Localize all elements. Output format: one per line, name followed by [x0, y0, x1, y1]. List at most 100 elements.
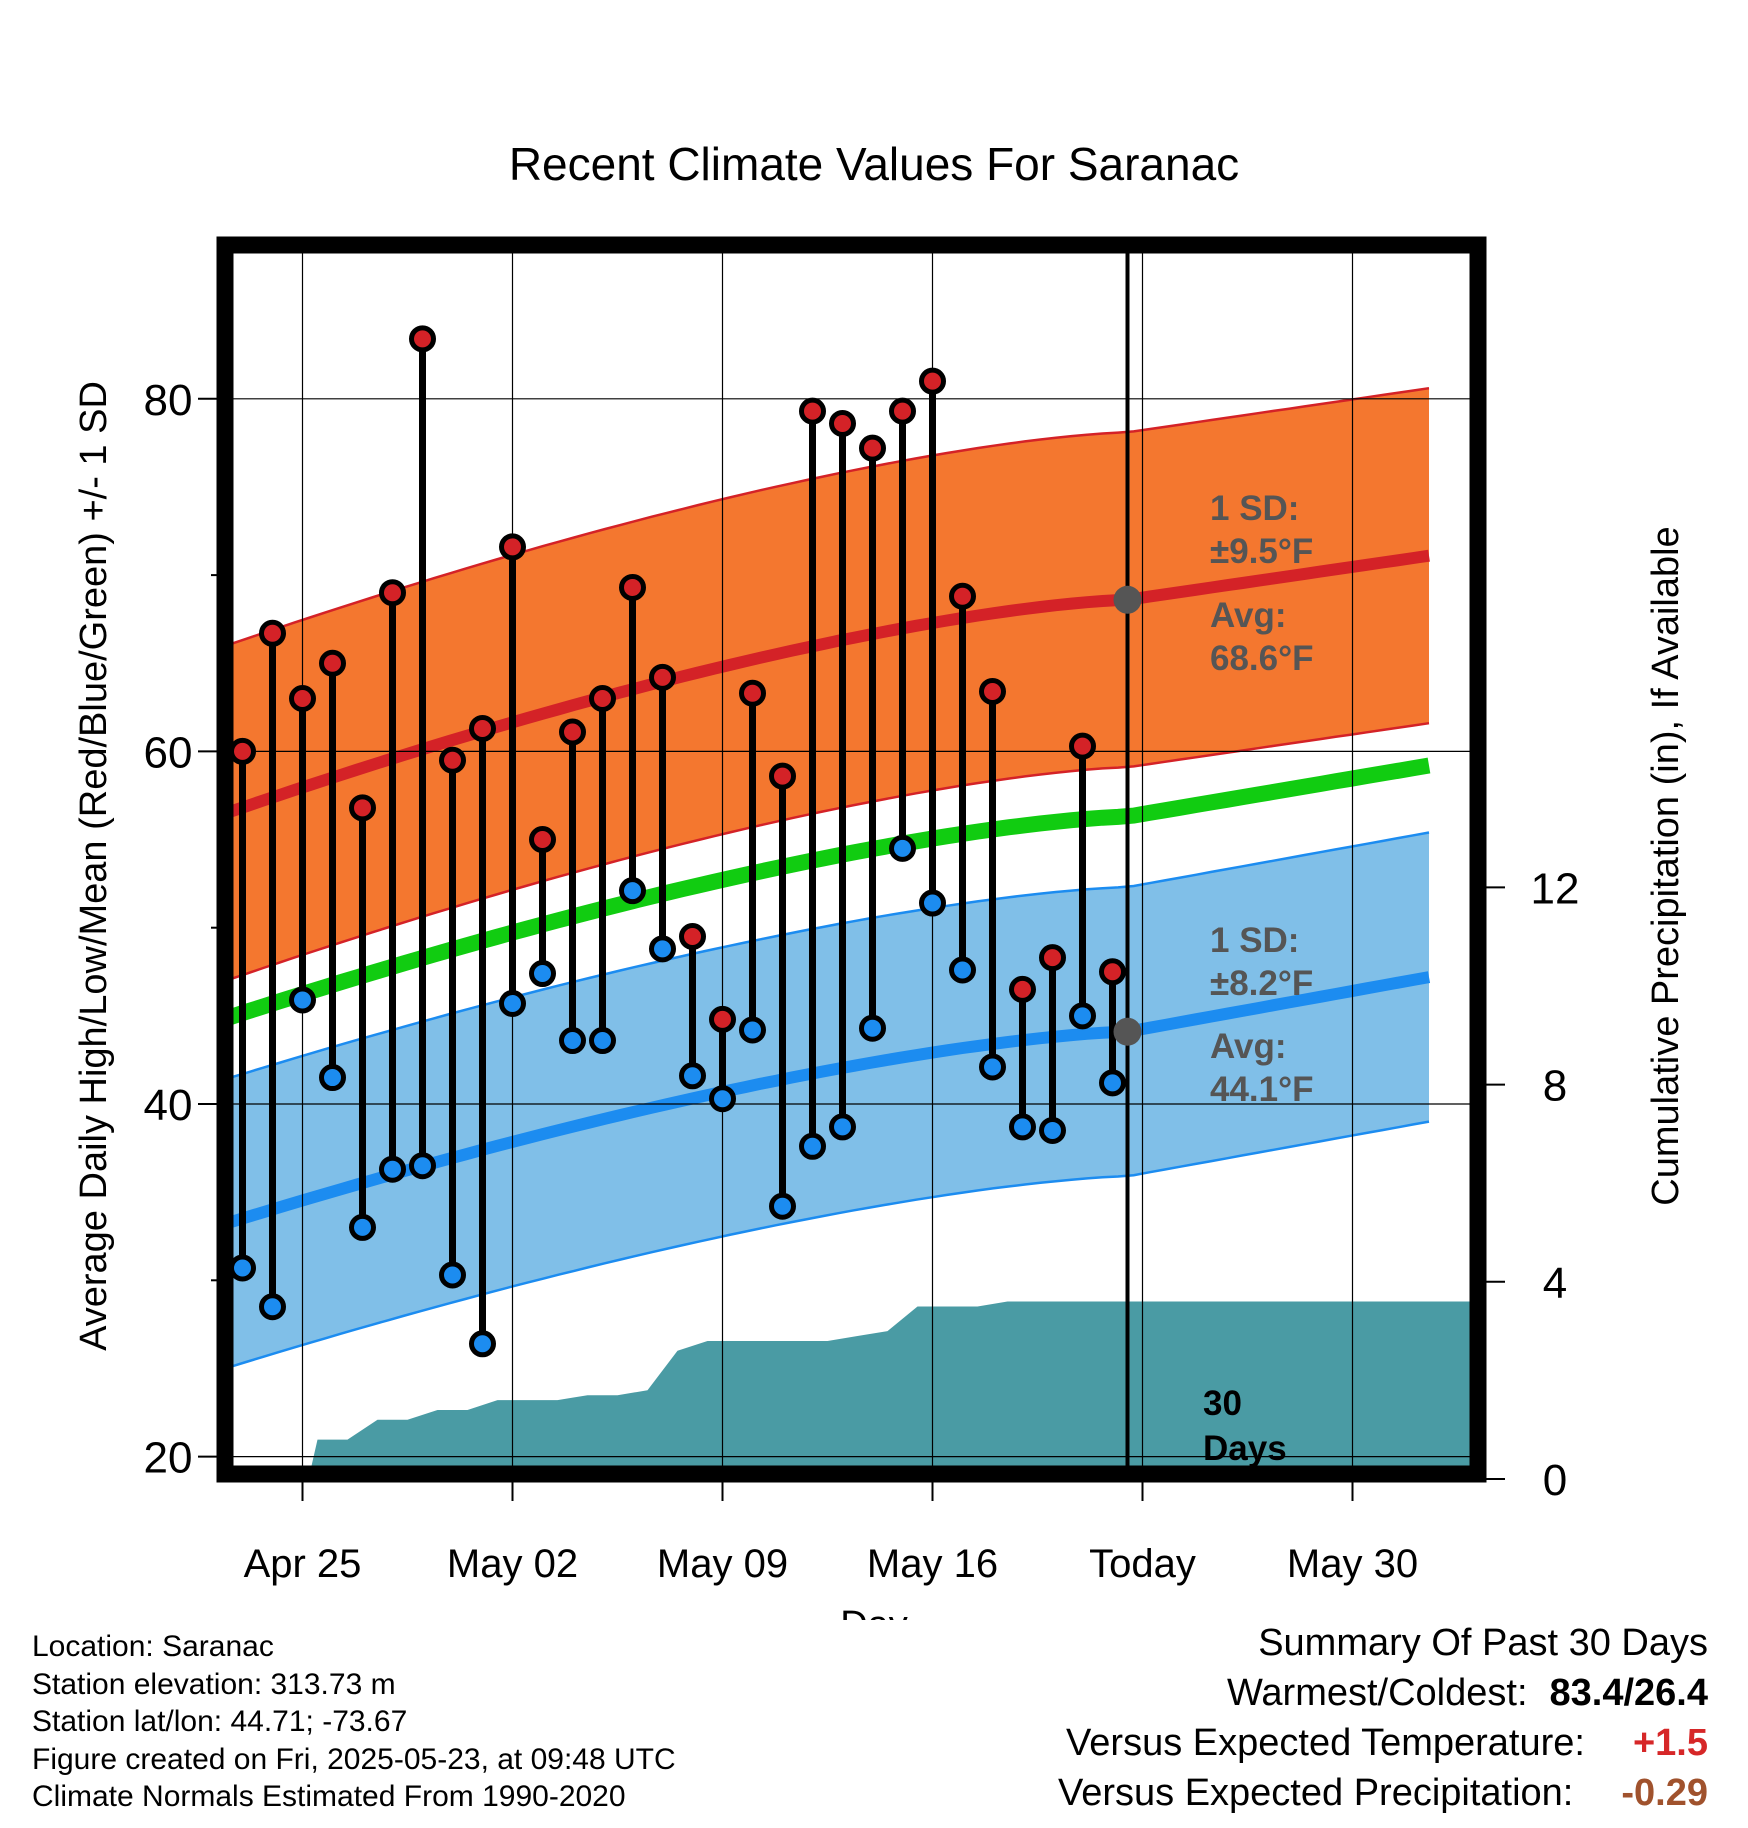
- window-annotation-line2: Days: [1203, 1429, 1287, 1468]
- daily-low-point: [829, 1113, 856, 1141]
- left-tick-label: 40: [144, 1081, 193, 1130]
- daily-low-point: [769, 1192, 796, 1220]
- daily-high-point: [769, 762, 796, 790]
- summary-panel: Summary Of Past 30 Days Warmest/Coldest:…: [888, 1618, 1708, 1818]
- precip-area: [309, 1301, 1478, 1474]
- daily-low-point: [799, 1132, 826, 1160]
- x-axis-label: Day: [840, 1604, 908, 1620]
- daily-high-point: [859, 434, 886, 462]
- daily-high-point: [589, 685, 616, 713]
- daily-low-point: [529, 960, 556, 988]
- daily-high-point: [919, 367, 946, 395]
- warmest-coldest-value: 83.4/26.4: [1549, 1672, 1708, 1714]
- precip-departure-value: -0.29: [1621, 1772, 1708, 1814]
- low-sd-annotation-line2: ±8.2°F: [1210, 964, 1313, 1003]
- precip-departure-row: Versus Expected Precipitation: -0.29: [888, 1768, 1708, 1818]
- right-axis-label: Cumulative Precipitation (in), If Availa…: [1645, 526, 1687, 1205]
- daily-high-point: [1069, 732, 1096, 760]
- daily-high-point: [619, 573, 646, 601]
- daily-high-point: [949, 582, 976, 610]
- daily-low-point: [1009, 1113, 1036, 1141]
- daily-high-point: [409, 325, 436, 353]
- daily-low-point: [469, 1330, 496, 1358]
- daily-high-point: [799, 397, 826, 425]
- daily-low-point: [349, 1213, 376, 1241]
- low-avg-annotation-line2: 44.1°F: [1210, 1070, 1314, 1109]
- daily-high-point: [259, 619, 286, 647]
- daily-high-point: [439, 746, 466, 774]
- daily-high-point: [289, 685, 316, 713]
- warmest-coldest-label: Warmest/Coldest:: [1226, 1672, 1528, 1714]
- daily-high-point: [499, 533, 526, 561]
- precip-area-fill: [309, 1301, 1478, 1474]
- daily-high-point: [379, 579, 406, 607]
- daily-low-point: [679, 1062, 706, 1090]
- left-tick-label: 80: [144, 376, 193, 425]
- warmest-coldest-row: Warmest/Coldest: 83.4/26.4: [888, 1668, 1708, 1718]
- daily-low-point: [229, 1254, 256, 1282]
- daily-low-point: [1039, 1116, 1066, 1144]
- high-avg-annotation-line2: 68.6°F: [1210, 639, 1314, 678]
- daily-low-point: [259, 1293, 286, 1321]
- latlon-text: Station lat/lon: 44.71; -73.67: [32, 1705, 408, 1738]
- daily-high-point: [1009, 975, 1036, 1003]
- created-text: Figure created on Fri, 2025-05-23, at 09…: [32, 1742, 676, 1776]
- window-annotation-line1: 30: [1203, 1384, 1242, 1423]
- low-avg-annotation-line1: Avg:: [1210, 1027, 1286, 1066]
- high-avg-annotation-line1: Avg:: [1210, 596, 1286, 635]
- daily-high-point: [229, 737, 256, 765]
- daily-low-point: [979, 1053, 1006, 1081]
- climate-chart: Recent Climate Values For Saranac Day Aver…: [73, 138, 1687, 1620]
- daily-high-point: [739, 679, 766, 707]
- location-text: Location: Saranac: [32, 1630, 274, 1663]
- daily-low-point: [559, 1027, 586, 1055]
- low-sd-annotation-line1: 1 SD:: [1210, 921, 1299, 960]
- daily-low-point: [1069, 1002, 1096, 1030]
- daily-low-point: [739, 1016, 766, 1044]
- plot-frame: [198, 236, 1505, 1501]
- right-tick-label: 0: [1543, 1456, 1567, 1505]
- high-sd-annotation-line1: 1 SD:: [1210, 489, 1299, 528]
- daily-low-point: [859, 1014, 886, 1042]
- daily-high-point: [889, 397, 916, 425]
- summary-heading: Summary Of Past 30 Days: [1258, 1622, 1708, 1664]
- temp-departure-label: Versus Expected Temperature:: [1066, 1722, 1585, 1764]
- daily-low-point: [949, 956, 976, 984]
- daily-low-point: [919, 889, 946, 917]
- high-sd-annotation-line2: ±9.5°F: [1210, 532, 1313, 571]
- temp-departure-value: +1.5: [1632, 1722, 1708, 1764]
- daily-low-point: [889, 834, 916, 862]
- daily-low-point: [619, 877, 646, 905]
- normals-text: Climate Normals Estimated From 1990-2020: [32, 1780, 626, 1813]
- right-tick-label: 8: [1543, 1062, 1567, 1111]
- x-tick-label: May 30: [1287, 1542, 1418, 1586]
- plot-border: [216, 236, 1487, 1483]
- daily-low-point: [319, 1064, 346, 1092]
- daily-high-point: [1099, 958, 1126, 986]
- daily-high-point: [469, 714, 496, 742]
- daily-high-point: [829, 409, 856, 437]
- low-sd-band-lower-edge: [225, 1120, 1430, 1370]
- daily-high-point: [559, 718, 586, 746]
- right-tick-label: 12: [1531, 864, 1580, 913]
- precip-departure-label: Versus Expected Precipitation:: [1057, 1772, 1574, 1814]
- temp-departure-row: Versus Expected Temperature: +1.5: [888, 1718, 1708, 1768]
- daily-high-point: [679, 923, 706, 951]
- station-info: Location: Saranac Station elevation: 313…: [32, 1628, 792, 1816]
- daily-low-point: [379, 1155, 406, 1183]
- daily-high-point: [529, 826, 556, 854]
- daily-low-point: [499, 990, 526, 1018]
- today-normal-low-marker: [1113, 1017, 1142, 1046]
- daily-range-stems: [239, 338, 1116, 1344]
- left-axis-label: Average Daily High/Low/Mean (Red/Blue/Gr…: [73, 381, 115, 1351]
- daily-high-point: [349, 794, 376, 822]
- daily-low-point: [709, 1085, 736, 1113]
- daily-points: [229, 325, 1142, 1358]
- daily-high-point: [319, 649, 346, 677]
- right-tick-label: 4: [1543, 1259, 1567, 1308]
- daily-high-point: [1039, 944, 1066, 972]
- daily-low-point: [649, 935, 676, 963]
- x-tick-label: May 02: [447, 1542, 578, 1586]
- x-tick-label: May 16: [867, 1542, 998, 1586]
- x-tick-label: Apr 25: [244, 1542, 362, 1586]
